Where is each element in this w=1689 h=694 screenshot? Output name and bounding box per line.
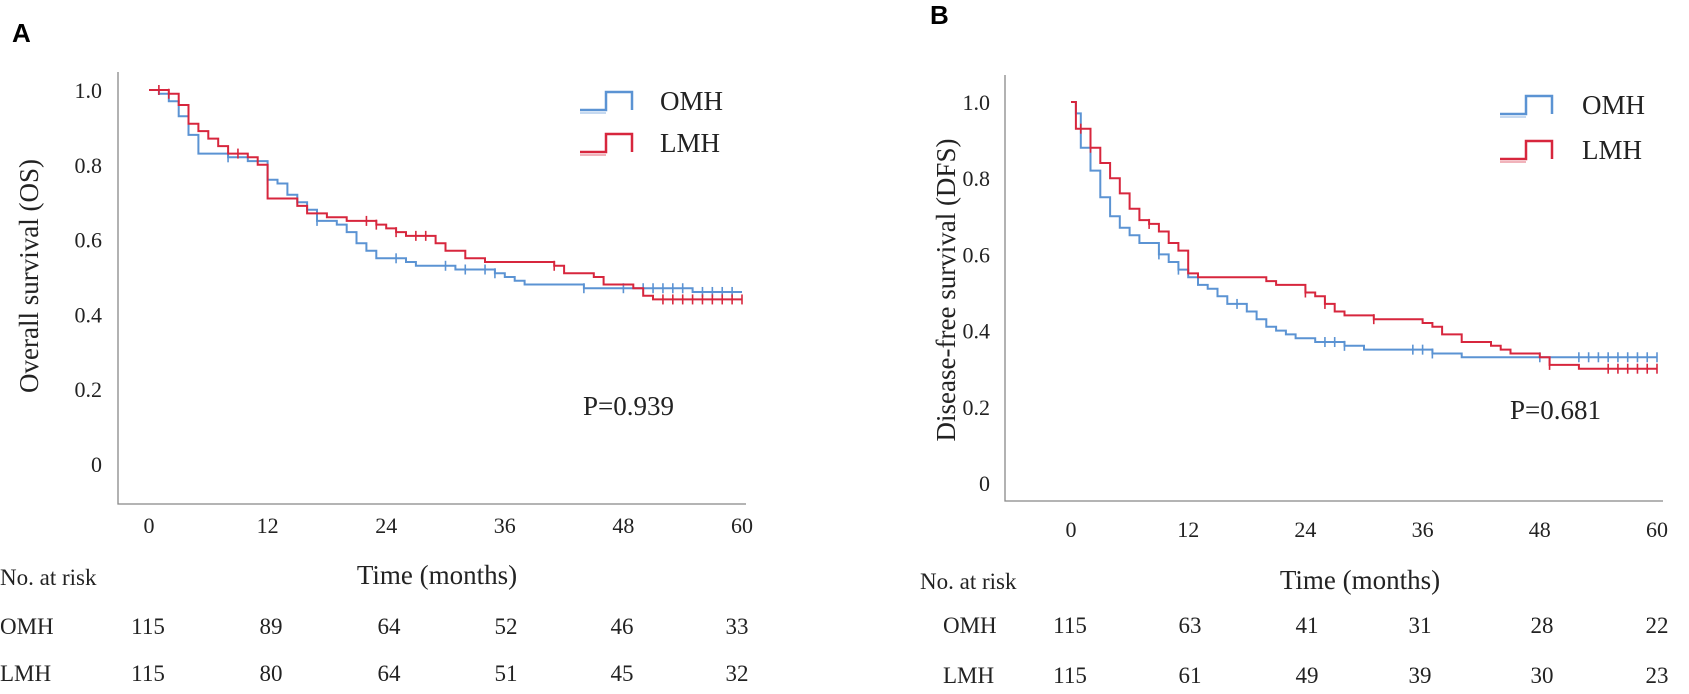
x-tick-label: 60 xyxy=(1646,517,1668,542)
survival-curve-lmh xyxy=(1071,101,1657,370)
risk-row-label: OMH xyxy=(0,614,54,639)
legend-label-lmh: LMH xyxy=(1582,135,1642,165)
panel-a: A Overall survival (OS) 0 0.2 0.4 0.6 0.8 1.0… xyxy=(0,18,753,686)
x-tick-label: 36 xyxy=(1412,517,1434,542)
risk-count: 46 xyxy=(611,614,634,639)
x-tick-label: 12 xyxy=(1177,517,1199,542)
y-axis-label: Overall survival (OS) xyxy=(14,159,44,393)
x-axis-label: Time (months) xyxy=(357,560,517,590)
x-tick-label: 36 xyxy=(494,513,516,538)
y-tick-label: 0.8 xyxy=(75,153,103,178)
axes-frame xyxy=(1004,75,1663,502)
risk-count: 45 xyxy=(611,661,634,686)
legend-swatch-omh xyxy=(1500,94,1554,118)
risk-count: 23 xyxy=(1646,663,1669,688)
risk-count: 32 xyxy=(726,661,749,686)
risk-count: 115 xyxy=(131,614,165,639)
risk-row-label: LMH xyxy=(0,661,51,686)
risk-count: 80 xyxy=(260,661,283,686)
risk-count: 89 xyxy=(260,614,283,639)
risk-count: 115 xyxy=(1053,613,1087,638)
risk-count: 22 xyxy=(1646,613,1669,638)
x-tick-label: 0 xyxy=(1066,517,1077,542)
x-tick-label: 60 xyxy=(731,513,753,538)
survival-curve-omh xyxy=(1071,101,1657,359)
x-tick-label: 24 xyxy=(1294,517,1316,542)
legend-label-lmh: LMH xyxy=(660,128,720,158)
risk-count: 64 xyxy=(378,614,402,639)
y-tick-label: 0.4 xyxy=(963,319,991,344)
risk-count: 39 xyxy=(1409,663,1432,688)
y-tick-label: 0.2 xyxy=(75,377,103,402)
risk-count: 115 xyxy=(131,661,165,686)
risk-count: 64 xyxy=(378,661,402,686)
panel-letter-a: A xyxy=(12,18,31,48)
y-tick-label: 0 xyxy=(979,471,990,496)
x-tick-label: 48 xyxy=(1529,517,1551,542)
y-tick-label: 0.6 xyxy=(963,242,991,267)
legend-label-omh: OMH xyxy=(1582,90,1645,120)
risk-count: 51 xyxy=(495,661,518,686)
risk-count: 33 xyxy=(726,614,749,639)
y-tick-label: 1.0 xyxy=(963,90,991,115)
p-value: P=0.681 xyxy=(1510,395,1601,425)
y-tick-label: 0 xyxy=(91,452,102,477)
risk-count: 28 xyxy=(1531,613,1554,638)
y-tick-label: 0.6 xyxy=(75,228,103,253)
x-tick-label: 12 xyxy=(257,513,279,538)
legend-swatch-omh xyxy=(580,90,634,114)
risk-count: 63 xyxy=(1179,613,1202,638)
risk-table-header: No. at risk xyxy=(0,565,97,590)
axes-frame xyxy=(117,72,746,505)
risk-count: 31 xyxy=(1409,613,1432,638)
risk-table-header: No. at risk xyxy=(920,569,1017,594)
panel-b: B Disease-free survival (DFS) 0 0.2 0.4 0.6… xyxy=(920,0,1669,688)
y-axis-label: Disease-free survival (DFS) xyxy=(931,139,961,442)
risk-count: 49 xyxy=(1296,663,1319,688)
risk-count: 115 xyxy=(1053,663,1087,688)
x-tick-label: 24 xyxy=(375,513,397,538)
risk-row-label: OMH xyxy=(943,613,997,638)
y-tick-label: 0.2 xyxy=(963,395,991,420)
x-axis-label: Time (months) xyxy=(1280,565,1440,595)
legend-label-omh: OMH xyxy=(660,86,723,116)
y-tick-label: 0.4 xyxy=(75,302,103,327)
x-tick-label: 48 xyxy=(612,513,634,538)
y-tick-label: 0.8 xyxy=(963,166,991,191)
survival-curve-omh xyxy=(149,89,742,293)
risk-count: 30 xyxy=(1531,663,1554,688)
risk-count: 61 xyxy=(1179,663,1202,688)
p-value: P=0.939 xyxy=(583,391,674,421)
legend-swatch-lmh xyxy=(1500,139,1554,163)
legend-swatch-lmh xyxy=(580,132,634,156)
risk-row-label: LMH xyxy=(943,663,994,688)
risk-count: 41 xyxy=(1296,613,1319,638)
x-tick-label: 0 xyxy=(144,513,155,538)
y-tick-label: 1.0 xyxy=(75,78,103,103)
risk-count: 52 xyxy=(495,614,518,639)
panel-letter-b: B xyxy=(930,0,949,30)
